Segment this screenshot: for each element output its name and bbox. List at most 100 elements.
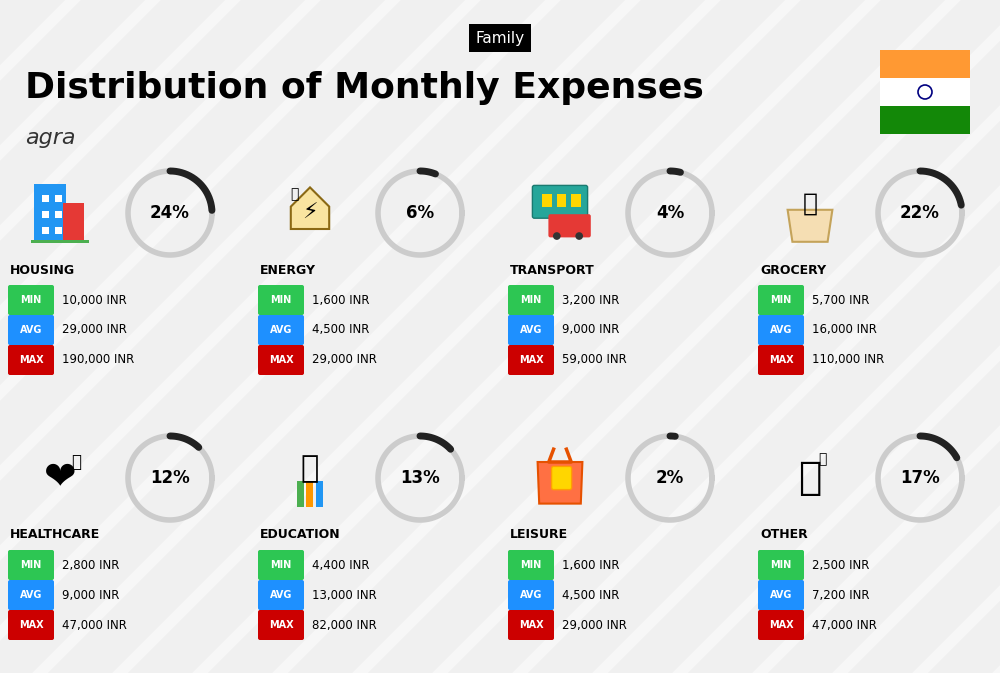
Text: AVG: AVG — [770, 590, 792, 600]
Text: 110,000 INR: 110,000 INR — [812, 353, 884, 367]
Text: 9,000 INR: 9,000 INR — [562, 324, 619, 336]
Text: ⚡: ⚡ — [302, 203, 318, 223]
Text: GROCERY: GROCERY — [760, 264, 826, 277]
Text: AVG: AVG — [270, 325, 292, 335]
Text: 6%: 6% — [406, 204, 434, 222]
Text: 16,000 INR: 16,000 INR — [812, 324, 877, 336]
Text: 13,000 INR: 13,000 INR — [312, 588, 377, 602]
Text: 17%: 17% — [900, 469, 940, 487]
FancyBboxPatch shape — [508, 580, 554, 610]
FancyBboxPatch shape — [42, 211, 49, 218]
Text: 29,000 INR: 29,000 INR — [562, 618, 627, 631]
FancyBboxPatch shape — [258, 285, 304, 315]
Text: 5,700 INR: 5,700 INR — [812, 293, 869, 306]
FancyBboxPatch shape — [63, 203, 84, 242]
Text: 2,500 INR: 2,500 INR — [812, 559, 869, 571]
Text: 190,000 INR: 190,000 INR — [62, 353, 134, 367]
Text: 9,000 INR: 9,000 INR — [62, 588, 119, 602]
Text: LEISURE: LEISURE — [510, 528, 568, 542]
FancyBboxPatch shape — [552, 466, 572, 489]
Text: HEALTHCARE: HEALTHCARE — [10, 528, 100, 542]
Text: 3,200 INR: 3,200 INR — [562, 293, 619, 306]
Text: 2,800 INR: 2,800 INR — [62, 559, 119, 571]
FancyBboxPatch shape — [508, 345, 554, 375]
FancyBboxPatch shape — [758, 580, 804, 610]
Text: TRANSPORT: TRANSPORT — [510, 264, 595, 277]
FancyBboxPatch shape — [34, 184, 66, 242]
Text: MAX: MAX — [269, 355, 293, 365]
FancyBboxPatch shape — [42, 227, 49, 234]
FancyBboxPatch shape — [557, 194, 566, 207]
FancyBboxPatch shape — [508, 550, 554, 580]
FancyBboxPatch shape — [55, 194, 62, 202]
Text: 7,200 INR: 7,200 INR — [812, 588, 869, 602]
Text: AVG: AVG — [520, 590, 542, 600]
FancyBboxPatch shape — [542, 194, 552, 207]
Text: ➕: ➕ — [71, 453, 81, 471]
Text: MIN: MIN — [270, 560, 292, 570]
FancyBboxPatch shape — [8, 345, 54, 375]
Text: MIN: MIN — [770, 560, 792, 570]
Text: 12%: 12% — [150, 469, 190, 487]
Text: 1,600 INR: 1,600 INR — [312, 293, 369, 306]
FancyBboxPatch shape — [258, 550, 304, 580]
Text: AVG: AVG — [20, 590, 42, 600]
Text: MAX: MAX — [19, 355, 43, 365]
Text: 24%: 24% — [150, 204, 190, 222]
Text: OTHER: OTHER — [760, 528, 808, 542]
FancyBboxPatch shape — [258, 580, 304, 610]
Text: 82,000 INR: 82,000 INR — [312, 618, 377, 631]
Text: 29,000 INR: 29,000 INR — [312, 353, 377, 367]
Text: MIN: MIN — [20, 295, 42, 305]
FancyBboxPatch shape — [8, 580, 54, 610]
FancyBboxPatch shape — [31, 240, 89, 244]
FancyBboxPatch shape — [508, 610, 554, 640]
Circle shape — [553, 232, 561, 240]
Text: 4,500 INR: 4,500 INR — [562, 588, 619, 602]
Text: ENERGY: ENERGY — [260, 264, 316, 277]
FancyBboxPatch shape — [880, 78, 970, 106]
Text: EDUCATION: EDUCATION — [260, 528, 341, 542]
Text: ❤️: ❤️ — [44, 459, 76, 497]
Text: 🔌: 🔌 — [290, 187, 298, 201]
Polygon shape — [788, 210, 832, 242]
FancyBboxPatch shape — [571, 194, 581, 207]
Text: 💲: 💲 — [819, 452, 827, 466]
FancyBboxPatch shape — [8, 550, 54, 580]
Text: AVG: AVG — [20, 325, 42, 335]
Text: agra: agra — [25, 128, 76, 148]
Text: MIN: MIN — [770, 295, 792, 305]
Text: 59,000 INR: 59,000 INR — [562, 353, 627, 367]
FancyBboxPatch shape — [548, 214, 591, 238]
Text: MIN: MIN — [520, 560, 542, 570]
Text: MIN: MIN — [20, 560, 42, 570]
FancyBboxPatch shape — [758, 285, 804, 315]
FancyBboxPatch shape — [297, 481, 304, 507]
FancyBboxPatch shape — [258, 345, 304, 375]
Polygon shape — [538, 462, 582, 503]
Text: AVG: AVG — [770, 325, 792, 335]
Text: 47,000 INR: 47,000 INR — [812, 618, 877, 631]
Text: MAX: MAX — [769, 355, 793, 365]
Text: 4,400 INR: 4,400 INR — [312, 559, 369, 571]
Polygon shape — [291, 187, 329, 229]
FancyBboxPatch shape — [758, 610, 804, 640]
Text: MAX: MAX — [19, 620, 43, 630]
Text: HOUSING: HOUSING — [10, 264, 75, 277]
Text: 1,600 INR: 1,600 INR — [562, 559, 619, 571]
Text: 22%: 22% — [900, 204, 940, 222]
Text: MAX: MAX — [269, 620, 293, 630]
FancyBboxPatch shape — [8, 285, 54, 315]
FancyBboxPatch shape — [758, 315, 804, 345]
FancyBboxPatch shape — [55, 211, 62, 218]
FancyBboxPatch shape — [880, 50, 970, 78]
Text: 🎓: 🎓 — [301, 454, 319, 483]
Text: Distribution of Monthly Expenses: Distribution of Monthly Expenses — [25, 71, 704, 105]
FancyBboxPatch shape — [258, 315, 304, 345]
FancyBboxPatch shape — [758, 550, 804, 580]
FancyBboxPatch shape — [258, 610, 304, 640]
Text: AVG: AVG — [270, 590, 292, 600]
Text: AVG: AVG — [520, 325, 542, 335]
FancyBboxPatch shape — [316, 481, 323, 507]
Text: Family: Family — [475, 30, 525, 46]
